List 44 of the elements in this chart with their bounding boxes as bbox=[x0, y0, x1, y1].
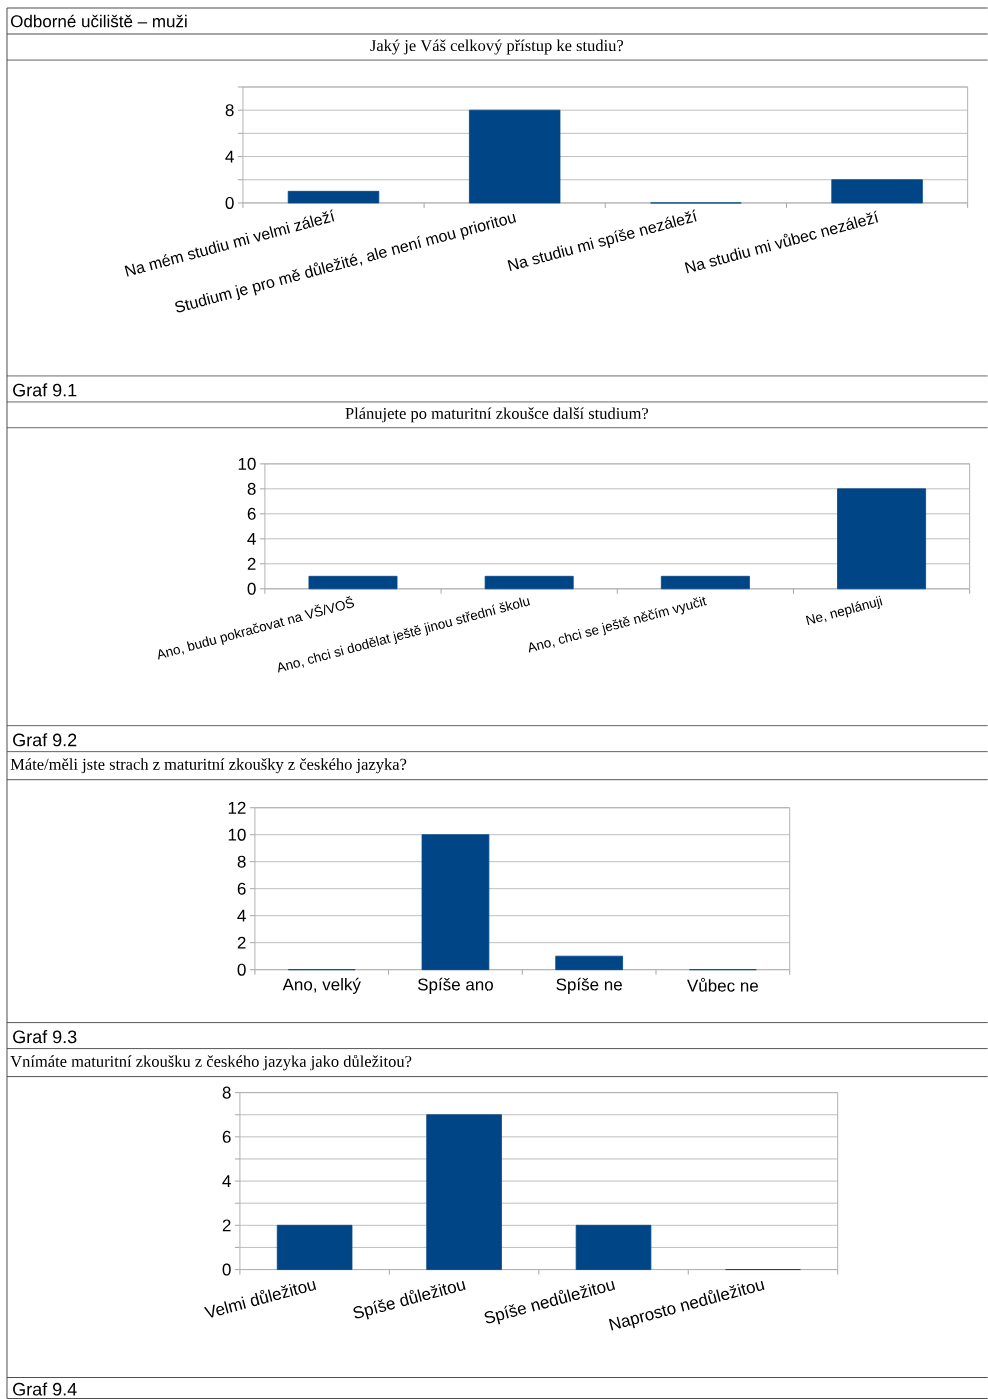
text: Graf 9.1 bbox=[13, 383, 77, 397]
y-tick-label: 10 bbox=[228, 828, 246, 841]
y-tick-label: 2 bbox=[247, 557, 256, 570]
y-tick-label: 6 bbox=[222, 1130, 231, 1143]
text: Graf 9.3 bbox=[13, 1030, 77, 1044]
chart-title: Plánujete po maturitní zkoušce další studium? bbox=[345, 407, 648, 423]
text: Odborné učiliště – muži bbox=[10, 14, 187, 28]
text: Graf 9.2 bbox=[13, 733, 77, 747]
text: Graf 9.4 bbox=[13, 1382, 77, 1396]
y-tick-label: 12 bbox=[228, 801, 246, 814]
bar bbox=[426, 1114, 502, 1270]
y-tick-label: 8 bbox=[237, 855, 246, 868]
y-tick-label: 8 bbox=[222, 1086, 231, 1099]
x-tick-label: Spíše ne bbox=[556, 977, 622, 994]
y-tick-label: 4 bbox=[237, 909, 246, 922]
x-tick-label: Spíše ano bbox=[417, 977, 493, 994]
bar bbox=[276, 1224, 353, 1270]
y-tick-label: 6 bbox=[237, 882, 246, 895]
bar bbox=[831, 179, 923, 204]
x-tick-label: Ano, velký bbox=[282, 977, 361, 994]
chart-title: Vnímáte maturitní zkoušku z českého jazyka jako důležitou? bbox=[10, 1054, 412, 1071]
bar bbox=[575, 1224, 652, 1270]
y-tick-label: 2 bbox=[222, 1219, 231, 1232]
bar bbox=[555, 955, 623, 971]
y-tick-label: 0 bbox=[225, 196, 234, 209]
bar bbox=[468, 109, 561, 204]
x-tick-label: Spíše důležitou bbox=[353, 1280, 466, 1320]
y-tick-label: 8 bbox=[247, 482, 256, 495]
y-tick-label: 8 bbox=[225, 104, 234, 117]
y-tick-label: 10 bbox=[238, 457, 256, 470]
y-tick-label: 0 bbox=[247, 582, 256, 595]
x-tick-label: Vůbec ne bbox=[686, 977, 758, 992]
y-tick-label: 2 bbox=[237, 936, 246, 949]
bar bbox=[421, 834, 490, 971]
y-tick-label: 0 bbox=[222, 1263, 231, 1276]
y-tick-label: 0 bbox=[237, 963, 246, 976]
chart-title: Máte/měli jste strach z maturitní zkoušky z českého jazyka? bbox=[10, 758, 407, 774]
y-tick-label: 4 bbox=[247, 532, 256, 545]
bar bbox=[287, 190, 380, 204]
x-tick-label: Velmi důležitou bbox=[203, 1280, 317, 1318]
chart-title: Jaký je Váš celkový přístup ke studiu? bbox=[370, 39, 623, 55]
y-tick-label: 4 bbox=[225, 150, 234, 163]
y-tick-label: 4 bbox=[222, 1175, 231, 1187]
y-tick-label: 6 bbox=[247, 507, 256, 520]
